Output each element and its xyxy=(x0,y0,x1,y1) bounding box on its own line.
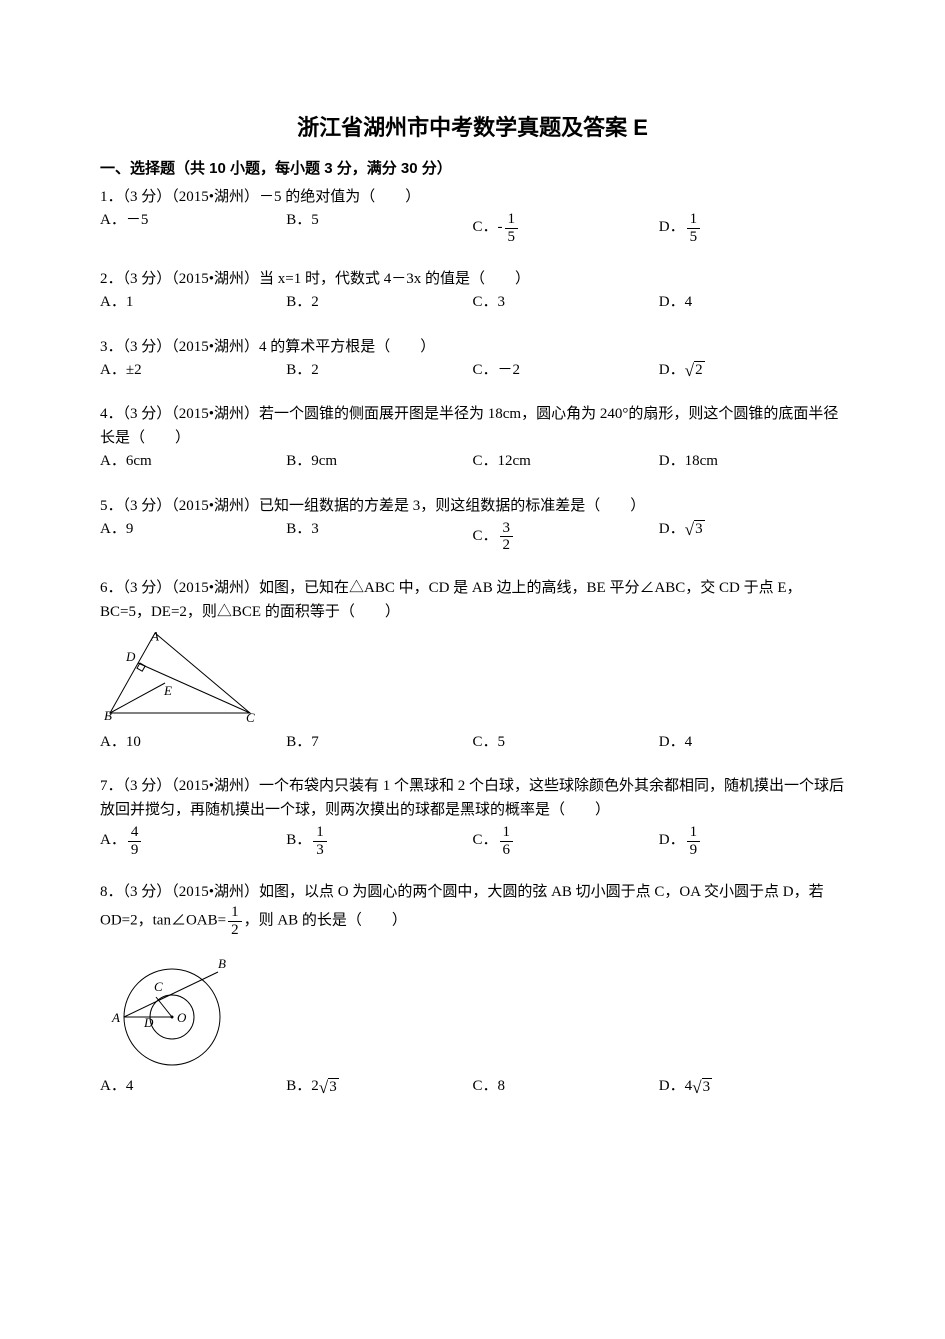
question-stem: 4．（3 分）（2015•湖州）若一个圆锥的侧面展开图是半径为 18cm，圆心角… xyxy=(100,402,845,450)
question-options: A．4 B．2√3 C．8 D．4√3 xyxy=(100,1077,845,1097)
option-c: C．32 xyxy=(473,520,659,554)
option-a: A．10 xyxy=(100,733,286,753)
question-3: 3．（3 分）（2015•湖州）4 的算术平方根是（ ） A．±2 B．2 C．… xyxy=(100,335,845,381)
figure-circles: A B C D O xyxy=(100,942,845,1075)
option-b: B．9cm xyxy=(286,452,472,472)
option-c: C．16 xyxy=(473,824,659,858)
svg-text:B: B xyxy=(104,708,112,723)
option-b: B．3 xyxy=(286,520,472,540)
option-d: D．19 xyxy=(659,824,845,858)
section-heading: 一、选择题（共 10 小题，每小题 3 分，满分 30 分） xyxy=(100,157,845,181)
option-b: B．2 xyxy=(286,361,472,381)
option-d: D．18cm xyxy=(659,452,845,472)
option-d: D．15 xyxy=(659,211,845,245)
question-4: 4．（3 分）（2015•湖州）若一个圆锥的侧面展开图是半径为 18cm，圆心角… xyxy=(100,402,845,472)
question-options: A．9 B．3 C．32 D．√3 xyxy=(100,520,845,554)
svg-text:C: C xyxy=(154,979,163,994)
svg-text:D: D xyxy=(125,649,136,664)
figure-triangle: A B C D E xyxy=(100,628,845,731)
option-c: C．8 xyxy=(473,1077,659,1097)
svg-text:B: B xyxy=(218,956,226,971)
svg-text:E: E xyxy=(163,683,172,698)
question-6: 6．（3 分）（2015•湖州）如图，已知在△ABC 中，CD 是 AB 边上的… xyxy=(100,576,845,753)
option-b: B．2√3 xyxy=(286,1077,472,1097)
question-stem: 6．（3 分）（2015•湖州）如图，已知在△ABC 中，CD 是 AB 边上的… xyxy=(100,576,845,624)
question-options: A．10 B．7 C．5 D．4 xyxy=(100,733,845,753)
option-d: D．√2 xyxy=(659,361,845,381)
question-2: 2．（3 分）（2015•湖州）当 x=1 时，代数式 4－3x 的值是（ ） … xyxy=(100,267,845,313)
option-b: B．2 xyxy=(286,293,472,313)
question-1: 1．（3 分）（2015•湖州）－5 的绝对值为（ ） A．－5 B．5 C．-… xyxy=(100,185,845,245)
question-stem: 5．（3 分）（2015•湖州）已知一组数据的方差是 3，则这组数据的标准差是（… xyxy=(100,494,845,518)
option-c: C．－2 xyxy=(473,361,659,381)
question-stem: 2．（3 分）（2015•湖州）当 x=1 时，代数式 4－3x 的值是（ ） xyxy=(100,267,845,291)
option-c: C．12cm xyxy=(473,452,659,472)
option-d: D．4 xyxy=(659,733,845,753)
question-stem: 1．（3 分）（2015•湖州）－5 的绝对值为（ ） xyxy=(100,185,845,209)
option-c: C．5 xyxy=(473,733,659,753)
svg-text:A: A xyxy=(150,628,159,643)
option-b: B．5 xyxy=(286,211,472,231)
option-b: B．7 xyxy=(286,733,472,753)
svg-text:C: C xyxy=(246,710,255,723)
question-options: A．6cm B．9cm C．12cm D．18cm xyxy=(100,452,845,472)
option-c: C．-15 xyxy=(473,211,659,245)
question-options: A．1 B．2 C．3 D．4 xyxy=(100,293,845,313)
question-options: A．49 B．13 C．16 D．19 xyxy=(100,824,845,858)
option-b: B．13 xyxy=(286,824,472,858)
question-8: 8．（3 分）（2015•湖州）如图，以点 O 为圆心的两个圆中，大圆的弦 AB… xyxy=(100,880,845,1097)
svg-text:O: O xyxy=(177,1010,187,1025)
question-stem: 3．（3 分）（2015•湖州）4 的算术平方根是（ ） xyxy=(100,335,845,359)
question-options: A．±2 B．2 C．－2 D．√2 xyxy=(100,361,845,381)
option-a: A．4 xyxy=(100,1077,286,1097)
svg-text:A: A xyxy=(111,1010,120,1025)
option-d: D．√3 xyxy=(659,520,845,540)
option-a: A．1 xyxy=(100,293,286,313)
svg-text:D: D xyxy=(143,1015,154,1030)
page-title: 浙江省湖州市中考数学真题及答案 E xyxy=(100,110,845,145)
option-d: D．4√3 xyxy=(659,1077,845,1097)
question-7: 7．（3 分）（2015•湖州）一个布袋内只装有 1 个黑球和 2 个白球，这些… xyxy=(100,774,845,858)
question-stem: 8．（3 分）（2015•湖州）如图，以点 O 为圆心的两个圆中，大圆的弦 AB… xyxy=(100,880,845,938)
option-a: A．49 xyxy=(100,824,286,858)
question-stem: 7．（3 分）（2015•湖州）一个布袋内只装有 1 个黑球和 2 个白球，这些… xyxy=(100,774,845,822)
question-options: A．－5 B．5 C．-15 D．15 xyxy=(100,211,845,245)
option-a: A．±2 xyxy=(100,361,286,381)
option-c: C．3 xyxy=(473,293,659,313)
option-a: A．6cm xyxy=(100,452,286,472)
option-a: A．9 xyxy=(100,520,286,540)
question-5: 5．（3 分）（2015•湖州）已知一组数据的方差是 3，则这组数据的标准差是（… xyxy=(100,494,845,554)
option-a: A．－5 xyxy=(100,211,286,231)
option-d: D．4 xyxy=(659,293,845,313)
